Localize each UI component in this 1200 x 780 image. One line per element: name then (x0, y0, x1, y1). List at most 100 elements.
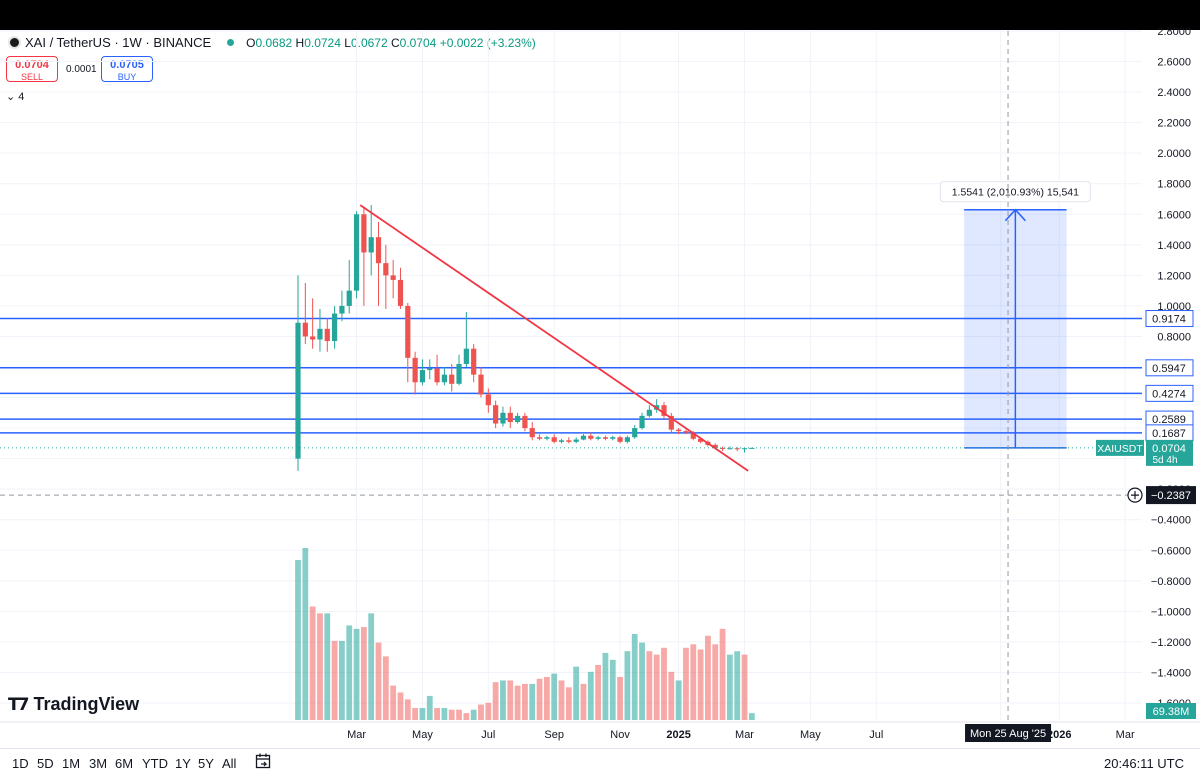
level-price-tag (1145, 384, 1194, 402)
tradingview-logo[interactable]: 𝗧𝟳 TradingView (8, 694, 139, 715)
volume-bar (661, 647, 667, 720)
volume-bar (346, 625, 353, 720)
volume-bar (631, 634, 638, 720)
candle-body (332, 313, 338, 342)
volume-bar (412, 707, 419, 720)
volume-bar (295, 560, 301, 720)
utc-clock[interactable]: 20:46:11 UTC (1104, 756, 1184, 771)
candle-body (441, 374, 447, 383)
volume-bar (748, 713, 755, 720)
crosshair-date-label: Mon 25 Aug '25 (970, 728, 1046, 740)
level-price-label: 0.1687 (1152, 428, 1186, 440)
candle-body (602, 437, 609, 439)
level-price-tag (1145, 359, 1194, 377)
price-tick-label: 2.4000 (1157, 87, 1191, 99)
volume-bar (397, 692, 404, 720)
candle-body (683, 431, 689, 433)
time-tick-label: Sep (544, 729, 564, 741)
range-5y[interactable]: 5Y (198, 756, 214, 771)
chevron-down-icon: ⌄ (6, 91, 16, 103)
volume-bar (683, 647, 689, 720)
volume-bar (675, 680, 682, 720)
volume-bar (331, 640, 338, 720)
indicators-toggle[interactable]: ⌄ 4 (6, 90, 24, 103)
range-3m[interactable]: 3M (89, 756, 108, 771)
volume-bar (382, 656, 389, 720)
measure-label-box (939, 181, 1091, 203)
volume-bar (514, 685, 521, 720)
volume-bar (470, 709, 477, 720)
volume-bar (573, 666, 580, 720)
volume-bar (500, 680, 506, 720)
candle-body (419, 370, 426, 383)
candle-body (375, 237, 382, 264)
candle-body (353, 214, 360, 291)
range-ytd[interactable]: YTD (142, 756, 168, 771)
candle-body (712, 444, 718, 448)
candle-body (324, 328, 330, 342)
price-tick-label: 1.0000 (1157, 301, 1191, 313)
price-tick-label: 2.6000 (1157, 57, 1191, 69)
volume-bar (595, 664, 602, 720)
volume-bar (507, 680, 514, 720)
price-tick-label: 1.8000 (1157, 179, 1191, 191)
volume-bar (360, 627, 367, 720)
volume-bar (624, 651, 631, 720)
time-tick-label: 2026 (1047, 729, 1071, 741)
range-1d[interactable]: 1D (12, 756, 29, 771)
tradingview-wordmark: TradingView (33, 694, 140, 714)
candle-body (617, 437, 623, 442)
candle-body (610, 437, 616, 439)
volume-bar (734, 651, 741, 720)
calendar-goto-icon[interactable] (255, 753, 271, 769)
candle-body (515, 415, 521, 422)
candle-body (390, 275, 396, 280)
candle-body (668, 415, 674, 430)
volume-bar (668, 671, 675, 720)
time-tick-label: May (800, 729, 821, 741)
time-tick-label: 2025 (666, 729, 690, 741)
candle-body (493, 405, 499, 424)
symbol-tag: XAIUSDT (1097, 443, 1143, 455)
range-1m[interactable]: 1M (62, 756, 81, 771)
volume-bar (317, 613, 323, 720)
volume-bar (478, 704, 484, 720)
volume-bar (697, 649, 704, 720)
range-5d[interactable]: 5D (37, 756, 54, 771)
candle-body (500, 412, 506, 424)
price-tick-label: 1.2000 (1157, 270, 1191, 282)
price-tick-label: −0.6000 (1151, 545, 1191, 557)
price-chart[interactable]: 1.5541 (2,010.93%) 15,541 2.80002.60002.… (0, 0, 1200, 748)
symbol-legend: XAI / TetherUS · 1W · BINANCE O0.0682 H0… (8, 35, 536, 50)
candle-body (456, 363, 462, 384)
crosshair-price-tag (1146, 486, 1196, 505)
candle-body (734, 448, 740, 450)
volume-bar (353, 628, 360, 720)
candle-body (573, 439, 579, 442)
symbol-title[interactable]: XAI / TetherUS · 1W · BINANCE (25, 35, 212, 50)
candle-body (522, 415, 528, 429)
price-tick-label: 2.2000 (1157, 118, 1191, 130)
buy-label: BUY (117, 72, 137, 82)
time-tick-label: Mar (1116, 729, 1135, 741)
candle-body (507, 412, 513, 422)
candle-body (595, 437, 601, 439)
volume-bar (543, 677, 550, 720)
range-all[interactable]: All (222, 756, 237, 771)
volume-bar (426, 695, 433, 720)
candle-body (529, 428, 535, 438)
range-6m[interactable]: 6M (115, 756, 134, 771)
candle-body (295, 322, 301, 459)
candle-body (719, 447, 726, 449)
volume-bar (529, 683, 536, 720)
candle-body (639, 415, 645, 429)
price-tick-label: 2.0000 (1157, 148, 1191, 160)
time-tick-label: Nov (610, 729, 630, 741)
range-1y[interactable]: 1Y (175, 756, 191, 771)
volume-bar (404, 699, 411, 720)
volume-bar (726, 654, 733, 720)
volume-bar (441, 707, 448, 720)
volume-bar (448, 709, 455, 720)
candle-body (536, 437, 543, 439)
price-tick-label: −1.2000 (1151, 637, 1191, 649)
